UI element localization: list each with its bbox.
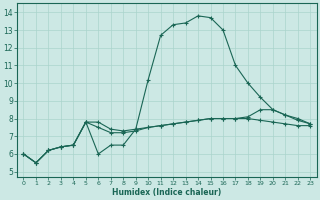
X-axis label: Humidex (Indice chaleur): Humidex (Indice chaleur)	[112, 188, 221, 197]
